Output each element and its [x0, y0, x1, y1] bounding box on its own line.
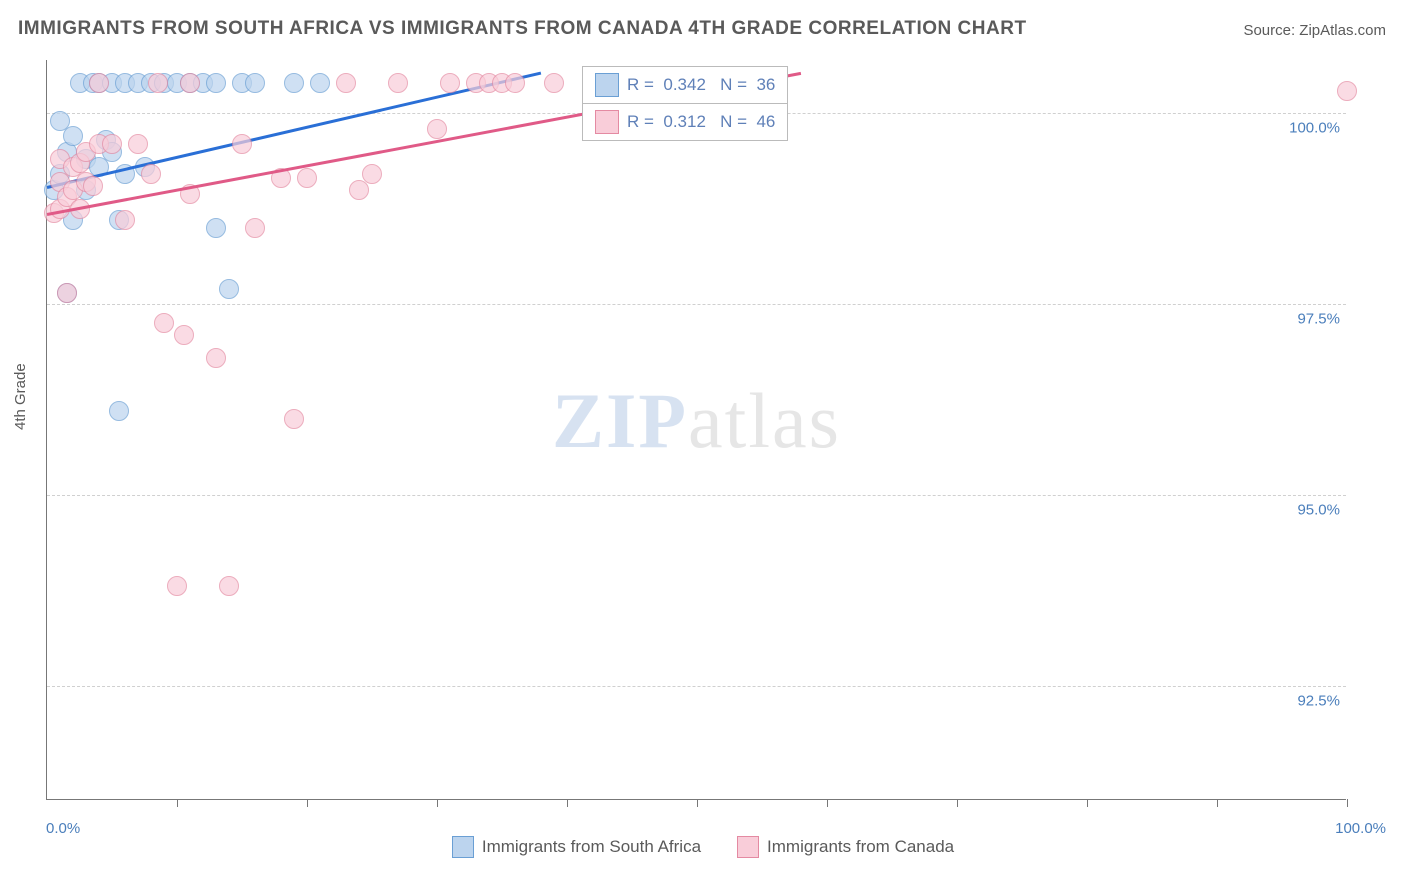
x-axis-min-label: 0.0%	[46, 820, 80, 837]
stats-text: R = 0.342 N = 36	[627, 75, 775, 95]
data-point	[206, 218, 226, 238]
data-point	[388, 73, 408, 93]
data-point	[89, 73, 109, 93]
watermark-atlas: atlas	[688, 377, 841, 464]
data-point	[427, 119, 447, 139]
plot-area: ZIPatlas 92.5% 95.0% 97.5% 100.0%	[46, 60, 1346, 800]
y-tick-label: 100.0%	[1289, 120, 1340, 137]
source-label: Source: ZipAtlas.com	[1243, 22, 1386, 39]
data-point	[336, 73, 356, 93]
y-axis-label: 4th Grade	[12, 363, 29, 430]
x-tick	[697, 799, 698, 807]
y-tick-label: 92.5%	[1297, 692, 1340, 709]
x-tick	[307, 799, 308, 807]
data-point	[544, 73, 564, 93]
watermark-zip: ZIP	[552, 377, 688, 464]
y-tick-label: 97.5%	[1297, 311, 1340, 328]
legend: Immigrants from South Africa Immigrants f…	[0, 836, 1406, 863]
data-point	[154, 313, 174, 333]
stats-text: R = 0.312 N = 46	[627, 112, 775, 132]
x-axis-max-label: 100.0%	[1335, 820, 1386, 837]
data-point	[128, 134, 148, 154]
x-tick	[827, 799, 828, 807]
data-point	[83, 176, 103, 196]
data-point	[297, 168, 317, 188]
data-point	[1337, 81, 1357, 101]
stats-box: R = 0.312 N = 46	[582, 103, 788, 141]
data-point	[180, 73, 200, 93]
gridline	[47, 495, 1346, 496]
data-point	[109, 401, 129, 421]
data-point	[245, 218, 265, 238]
data-point	[206, 348, 226, 368]
data-point	[245, 73, 265, 93]
data-point	[505, 73, 525, 93]
data-point	[102, 134, 122, 154]
data-point	[219, 279, 239, 299]
legend-item: Immigrants from South Africa	[452, 836, 701, 858]
data-point	[284, 73, 304, 93]
legend-swatch	[452, 836, 474, 858]
data-point	[232, 134, 252, 154]
data-point	[284, 409, 304, 429]
y-tick-label: 95.0%	[1297, 501, 1340, 518]
stats-swatch	[595, 73, 619, 97]
stats-box: R = 0.342 N = 36	[582, 66, 788, 104]
gridline	[47, 304, 1346, 305]
legend-label: Immigrants from Canada	[767, 837, 954, 857]
gridline	[47, 686, 1346, 687]
x-tick	[177, 799, 178, 807]
legend-item: Immigrants from Canada	[737, 836, 954, 858]
data-point	[174, 325, 194, 345]
data-point	[167, 576, 187, 596]
x-tick	[1087, 799, 1088, 807]
data-point	[115, 210, 135, 230]
stats-swatch	[595, 110, 619, 134]
data-point	[57, 283, 77, 303]
x-tick	[437, 799, 438, 807]
data-point	[148, 73, 168, 93]
watermark: ZIPatlas	[552, 376, 841, 466]
x-tick	[567, 799, 568, 807]
data-point	[310, 73, 330, 93]
x-tick	[1217, 799, 1218, 807]
legend-swatch	[737, 836, 759, 858]
data-point	[206, 73, 226, 93]
data-point	[219, 576, 239, 596]
data-point	[362, 164, 382, 184]
x-tick	[957, 799, 958, 807]
legend-label: Immigrants from South Africa	[482, 837, 701, 857]
data-point	[440, 73, 460, 93]
x-tick	[1347, 799, 1348, 807]
data-point	[141, 164, 161, 184]
chart-title: IMMIGRANTS FROM SOUTH AFRICA VS IMMIGRAN…	[18, 18, 1027, 40]
